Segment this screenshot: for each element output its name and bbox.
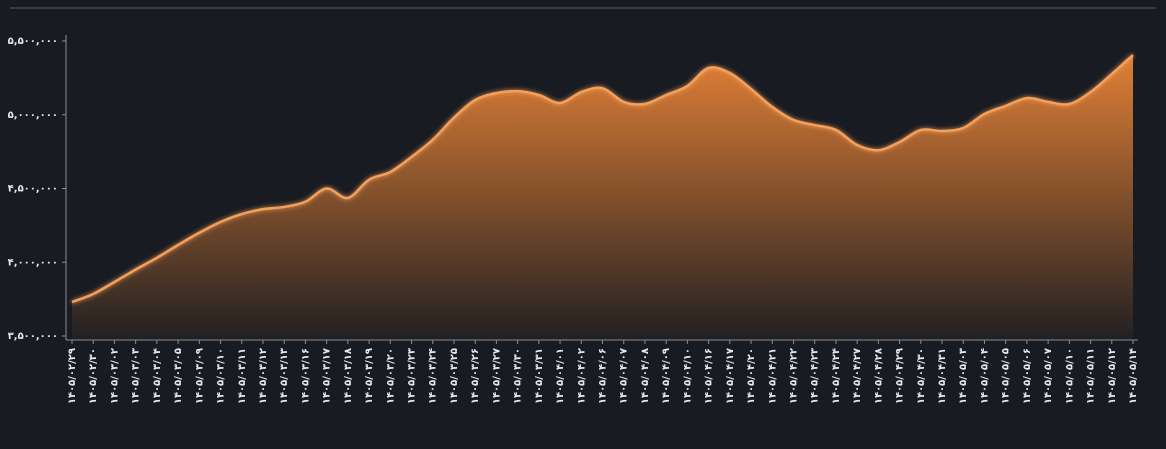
x-tick-label: ۱۴۰۵/۰۳/۲۶ <box>470 348 481 404</box>
x-tick-label: ۱۴۰۵/۰۳/۱۳ <box>279 348 290 404</box>
x-tick-label: ۱۴۰۵/۰۴/۲۳ <box>810 348 821 404</box>
x-tick-label: ۱۴۰۵/۰۴/۰۲ <box>576 348 587 404</box>
x-tick-label: ۱۴۰۵/۰۴/۲۱ <box>767 348 778 404</box>
x-tick-label: ۱۴۰۵/۰۴/۰۷ <box>619 348 630 404</box>
y-tick-label: ۴,۵۰۰,۰۰۰ <box>8 184 58 195</box>
x-tick-label: ۱۴۰۵/۰۵/۱۱ <box>1086 348 1097 404</box>
x-tick-label: ۱۴۰۵/۰۳/۱۹ <box>364 348 375 404</box>
x-tick-label: ۱۴۰۵/۰۳/۱۰ <box>216 348 227 404</box>
x-tick-label: ۱۴۰۵/۰۳/۱۷ <box>322 348 333 404</box>
x-tick-label: ۱۴۰۵/۰۴/۰۶ <box>598 348 609 404</box>
y-tick-label: ۴,۰۰۰,۰۰۰ <box>8 257 58 268</box>
x-tick-label: ۱۴۰۵/۰۳/۰۹ <box>194 348 205 404</box>
line <box>71 54 1134 304</box>
x-tick-label: ۱۴۰۵/۰۳/۲۴ <box>428 348 439 404</box>
x-tick-label: ۱۴۰۵/۰۵/۰۷ <box>1043 348 1054 404</box>
x-tick-label: ۱۴۰۵/۰۴/۰۸ <box>640 348 651 404</box>
x-tick-label: ۱۴۰۵/۰۳/۱۸ <box>343 348 354 404</box>
x-tick-label: ۱۴۰۵/۰۳/۰۴ <box>152 348 163 404</box>
x-tick-label: ۱۴۰۵/۰۴/۲۰ <box>746 348 757 404</box>
x-tick-label: ۱۴۰۵/۰۵/۱۰ <box>1064 348 1075 404</box>
x-tick-label: ۱۴۰۵/۰۵/۰۳ <box>958 348 969 404</box>
x-tick-label: ۱۴۰۵/۰۴/۳۰ <box>916 348 927 404</box>
x-tick-label: ۱۴۰۵/۰۳/۲۰ <box>385 348 396 404</box>
x-tick-label: ۱۴۰۵/۰۵/۱۴ <box>1128 348 1139 404</box>
x-tick-label: ۱۴۰۵/۰۴/۱۷ <box>725 348 736 404</box>
x-tick-label: ۱۴۰۵/۰۳/۲۳ <box>407 348 418 404</box>
x-tick-label: ۱۴۰۵/۰۵/۰۶ <box>1022 348 1033 404</box>
area <box>72 55 1133 340</box>
x-tick-label: ۱۴۰۵/۰۲/۲۹ <box>67 348 78 404</box>
x-tick-label: ۱۴۰۵/۰۳/۰۳ <box>131 348 142 404</box>
x-tick-label: ۱۴۰۵/۰۵/۰۵ <box>1001 348 1012 404</box>
x-tick-label: ۱۴۰۵/۰۴/۲۸ <box>873 348 884 404</box>
y-tick-label: ۵,۰۰۰,۰۰۰ <box>8 110 58 121</box>
x-tick-label: ۱۴۰۵/۰۴/۲۷ <box>852 348 863 404</box>
x-tick-label: ۱۴۰۵/۰۳/۲۵ <box>449 348 460 404</box>
x-tick-label: ۱۴۰۵/۰۵/۱۲ <box>1107 348 1118 404</box>
y-tick-label: ۳,۵۰۰,۰۰۰ <box>8 331 58 342</box>
x-tick-label: ۱۴۰۵/۰۵/۰۴ <box>979 348 990 404</box>
x-tick-label: ۱۴۰۵/۰۳/۱۶ <box>300 348 311 404</box>
x-tick-label: ۱۴۰۵/۰۴/۰۱ <box>555 348 566 404</box>
x-tick-label: ۱۴۰۵/۰۴/۱۶ <box>704 348 715 404</box>
y-tick-label: ۵,۵۰۰,۰۰۰ <box>8 36 58 47</box>
x-tick-label: ۱۴۰۵/۰۳/۱۲ <box>258 348 269 404</box>
x-tick-label: ۱۴۰۵/۰۳/۲۷ <box>491 348 502 404</box>
x-tick-label: ۱۴۰۵/۰۲/۳۰ <box>88 348 99 404</box>
x-tick-label: ۱۴۰۵/۰۴/۳۱ <box>937 348 948 404</box>
x-tick-label: ۱۴۰۵/۰۳/۰۲ <box>109 348 120 404</box>
x-tick-label: ۱۴۰۵/۰۴/۲۴ <box>831 348 842 404</box>
x-tick-label: ۱۴۰۵/۰۴/۰۹ <box>661 348 672 404</box>
x-tick-label: ۱۴۰۵/۰۴/۱۰ <box>682 348 693 404</box>
x-tick-label: ۱۴۰۵/۰۳/۱۱ <box>237 348 248 404</box>
x-tick-label: ۱۴۰۵/۰۴/۲۹ <box>895 348 906 404</box>
x-tick-label: ۱۴۰۵/۰۳/۰۵ <box>173 348 184 404</box>
x-tick-label: ۱۴۰۵/۰۴/۲۲ <box>788 348 799 404</box>
x-tick-label: ۱۴۰۵/۰۳/۳۰ <box>513 348 524 404</box>
x-tick-label: ۱۴۰۵/۰۳/۳۱ <box>534 348 545 404</box>
